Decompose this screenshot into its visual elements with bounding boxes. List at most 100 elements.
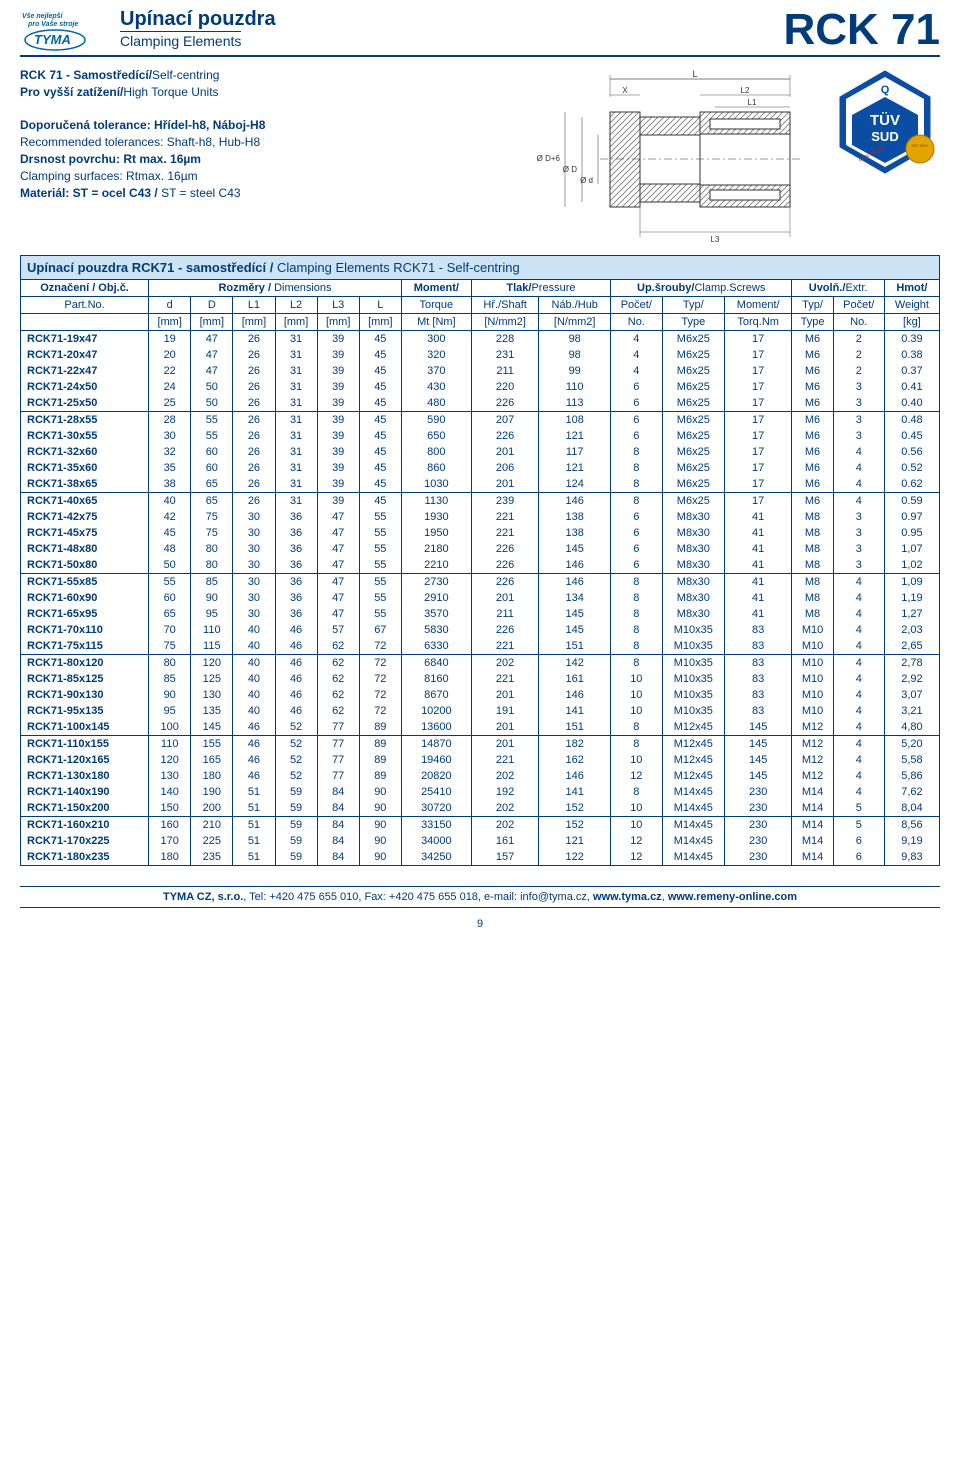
table-cell: 8	[611, 784, 663, 800]
table-cell: 50	[191, 379, 233, 395]
table-cell: 47	[191, 363, 233, 379]
table-cell: 17	[725, 347, 792, 363]
table-cell: 10	[611, 800, 663, 817]
table-cell: 60	[191, 460, 233, 476]
th-weight: Hmot/	[884, 280, 939, 297]
table-cell: RCK71-25x50	[21, 395, 149, 412]
table-cell: 19	[149, 331, 191, 348]
table-cell: 47	[317, 590, 359, 606]
table-cell: 47	[317, 574, 359, 591]
table-cell: 226	[471, 574, 539, 591]
table-cell: 39	[317, 331, 359, 348]
table-cell: 207	[471, 412, 539, 429]
table-cell: 4	[833, 493, 884, 510]
table-cell: 31	[275, 493, 317, 510]
table-cell: 52	[275, 752, 317, 768]
table-cell: 200	[191, 800, 233, 817]
table-cell: 226	[471, 395, 539, 412]
svg-text:L2: L2	[741, 86, 750, 95]
table-cell: 230	[725, 817, 792, 834]
table-cell: 8160	[401, 671, 471, 687]
product-code: RCK 71	[784, 8, 941, 52]
th-unit: [mm]	[275, 314, 317, 331]
table-cell: 1,07	[884, 541, 939, 557]
table-cell: 84	[317, 817, 359, 834]
table-cell: 4	[833, 703, 884, 719]
table-cell: 121	[539, 460, 611, 476]
table-cell: 0.56	[884, 444, 939, 460]
table-cell: 83	[725, 671, 792, 687]
table-cell: 30	[233, 509, 275, 525]
table-cell: 6840	[401, 655, 471, 672]
table-cell: 84	[317, 784, 359, 800]
table-cell: 202	[471, 800, 539, 817]
table-cell: M6	[792, 476, 833, 493]
table-cell: 39	[317, 428, 359, 444]
table-cell: 145	[191, 719, 233, 736]
table-cell: 135	[191, 703, 233, 719]
table-cell: 17	[725, 395, 792, 412]
table-cell: 39	[317, 347, 359, 363]
table-cell: 152	[539, 800, 611, 817]
intro-l1b: RCK 71 - Samostředící/	[20, 68, 152, 82]
th-pressure: Tlak/Pressure	[471, 280, 610, 297]
table-cell: 90	[149, 687, 191, 703]
svg-text:TYMA: TYMA	[34, 32, 71, 47]
title-main: Upínací pouzdra	[120, 8, 784, 31]
table-cell: 800	[401, 444, 471, 460]
table-cell: 70	[149, 622, 191, 638]
th-unit: [kg]	[884, 314, 939, 331]
table-cell: 30	[233, 541, 275, 557]
table-cell: M8x30	[662, 606, 724, 622]
table-cell: 134	[539, 590, 611, 606]
table-cell: 59	[275, 833, 317, 849]
table-cell: 41	[725, 574, 792, 591]
table-cell: 5	[833, 800, 884, 817]
table-cell: 6	[833, 833, 884, 849]
table-cell: 45	[359, 476, 401, 493]
table-cell: 8	[611, 736, 663, 753]
table-cell: 51	[233, 817, 275, 834]
technical-diagram: L X L2 L1 Ø D+6 Ø D	[510, 67, 810, 247]
table-cell: 84	[317, 800, 359, 817]
table-cell: 19460	[401, 752, 471, 768]
th-sub: Torque	[401, 297, 471, 314]
table-cell: 75	[149, 638, 191, 655]
table-cell: 46	[233, 768, 275, 784]
table-cell: 124	[539, 476, 611, 493]
table-cell: 90	[359, 800, 401, 817]
svg-text:pro Vaše stroje: pro Vaše stroje	[27, 21, 78, 28]
svg-text:SUD: SUD	[871, 129, 898, 144]
table-cell: 138	[539, 509, 611, 525]
svg-text:ISO 9001: ISO 9001	[912, 143, 930, 148]
table-cell: 121	[539, 428, 611, 444]
th-dimensions: Rozměry / Dimensions	[149, 280, 402, 297]
table-cell: M14x45	[662, 784, 724, 800]
table-cell: 430	[401, 379, 471, 395]
table-cell: 85	[149, 671, 191, 687]
table-cell: 146	[539, 493, 611, 510]
table-cell: 225	[191, 833, 233, 849]
table-cell: 62	[317, 638, 359, 655]
table-cell: 10	[611, 687, 663, 703]
table-row: RCK71-140x19014019051598490254101921418M…	[21, 784, 940, 800]
table-cell: 145	[539, 541, 611, 557]
table-cell: RCK71-40x65	[21, 493, 149, 510]
table-cell: M10	[792, 671, 833, 687]
table-cell: 17	[725, 476, 792, 493]
table-cell: 30	[233, 557, 275, 574]
table-cell: 202	[471, 817, 539, 834]
table-cell: RCK71-80x120	[21, 655, 149, 672]
table-cell: 45	[359, 412, 401, 429]
table-cell: 72	[359, 671, 401, 687]
th-sub: Náb./Hub	[539, 297, 611, 314]
table-cell: 25410	[401, 784, 471, 800]
table-cell: 4	[833, 671, 884, 687]
table-cell: 30	[233, 606, 275, 622]
table-cell: 32	[149, 444, 191, 460]
table-cell: 8	[611, 444, 663, 460]
table-cell: RCK71-140x190	[21, 784, 149, 800]
table-cell: 0.45	[884, 428, 939, 444]
table-cell: 26	[233, 460, 275, 476]
table-cell: 3,21	[884, 703, 939, 719]
